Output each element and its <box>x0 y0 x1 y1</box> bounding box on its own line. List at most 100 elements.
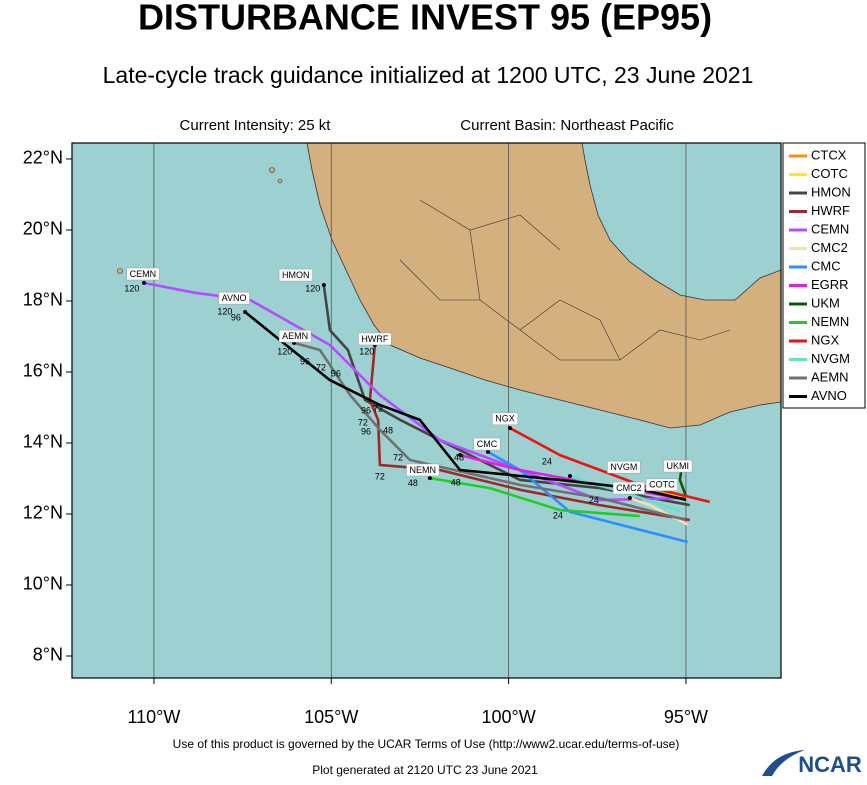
hour-label: 120 <box>359 346 374 356</box>
footer: Use of this product is governed by the U… <box>173 737 680 751</box>
island <box>269 167 275 173</box>
track-label-box <box>278 268 313 282</box>
track-label: UKMI <box>667 461 690 471</box>
hour-label: 120 <box>277 346 292 356</box>
legend-label: AEMN <box>811 369 849 384</box>
land <box>306 143 781 429</box>
y-tick-label: 8°N <box>33 645 63 665</box>
track-end <box>458 453 463 458</box>
track-end <box>321 283 326 288</box>
legend-label: CTCX <box>811 147 847 162</box>
y-tick-label: 16°N <box>23 361 63 381</box>
hour-label: 72 <box>316 362 326 372</box>
track <box>143 281 686 502</box>
hour-label: 48 <box>454 452 464 462</box>
hour-label: 96 <box>361 426 371 436</box>
track-label: CEMN <box>130 269 157 279</box>
x-tick-label: 100°W <box>481 707 535 727</box>
hour-label: 96 <box>361 405 371 415</box>
track-label-box <box>358 332 392 346</box>
track-end <box>141 280 146 285</box>
hour-label: 24 <box>542 457 552 467</box>
frame <box>71 142 782 679</box>
basin: Current Basin: Northeast Pacific <box>460 117 674 134</box>
track-label-box <box>607 460 641 474</box>
track-label-box <box>645 478 678 492</box>
legend-label: HWRF <box>811 203 850 218</box>
x-tick-label: 105°W <box>304 707 358 727</box>
track-label-box <box>612 481 645 495</box>
legend-label: COTC <box>811 166 848 181</box>
hour-label: 72 <box>373 403 383 413</box>
x-tick-label: 95°W <box>664 707 708 727</box>
hour-label: 72 <box>393 452 403 462</box>
track <box>487 450 689 544</box>
legend-label: NEMN <box>811 314 849 329</box>
track-end <box>508 426 513 431</box>
logo: NCAR <box>798 752 862 777</box>
track-label: HWRF <box>361 334 388 344</box>
track <box>509 426 711 504</box>
logo-mark <box>762 750 805 776</box>
legend-label: AVNO <box>811 388 847 403</box>
track-label-box <box>406 463 440 477</box>
hour-label: 72 <box>358 417 368 427</box>
track <box>429 476 640 518</box>
hour-label: 96 <box>331 368 341 378</box>
track-end <box>627 496 632 501</box>
hour-label: 96 <box>300 356 310 366</box>
y-tick-label: 18°N <box>23 290 63 310</box>
track-label-box <box>663 459 693 473</box>
track-label: CMC2 <box>616 483 642 493</box>
hour-label: 48 <box>451 477 461 487</box>
track-label-box <box>218 291 250 305</box>
track-end <box>427 476 432 481</box>
track-label-box <box>473 437 501 451</box>
hour-label: 120 <box>124 283 139 293</box>
track-label-box <box>126 267 160 281</box>
legend-label: CEMN <box>811 221 849 236</box>
track <box>293 341 687 522</box>
legend-label: CMC2 <box>811 240 848 255</box>
track-label-box <box>278 329 312 343</box>
legend-label: UKM <box>811 295 840 310</box>
legend-label: EGRR <box>811 277 849 292</box>
legend-box <box>782 142 866 409</box>
track-label-box <box>492 412 519 426</box>
hour-label: 96 <box>231 312 241 322</box>
y-tick-label: 22°N <box>23 148 63 168</box>
island <box>117 268 123 274</box>
track-label: AVNO <box>222 293 247 303</box>
island <box>277 178 283 184</box>
y-tick-label: 12°N <box>23 503 63 523</box>
y-tick-label: 14°N <box>23 432 63 452</box>
track-label: NEMN <box>410 465 437 475</box>
track-end <box>567 473 572 478</box>
state-borders <box>399 199 731 361</box>
chart-title: DISTURBANCE INVEST 95 (EP95) <box>138 0 712 38</box>
x-tick-label: 110°W <box>127 707 180 727</box>
track-label: HMON <box>282 270 310 280</box>
y-tick-label: 10°N <box>23 574 63 594</box>
track-label: AEMN <box>282 331 308 341</box>
track <box>322 284 691 507</box>
y-tick-label: 20°N <box>23 219 63 239</box>
hour-label: 24 <box>589 495 599 505</box>
hour-label: 72 <box>375 471 385 481</box>
chart-subtitle: Late-cycle track guidance initialized at… <box>103 62 754 88</box>
hour-label: 48 <box>408 478 418 488</box>
track-end <box>243 309 248 314</box>
generated-note: Plot generated at 2120 UTC 23 June 2021 <box>312 763 538 777</box>
track-label: CMC <box>477 439 498 449</box>
intensity: Current Intensity: 25 kt <box>180 117 332 134</box>
hour-label: 24 <box>553 510 563 520</box>
hour-label: 48 <box>383 425 393 435</box>
legend-label: HMON <box>811 184 851 199</box>
track-label: COTC <box>649 480 675 490</box>
hour-label: 120 <box>217 306 232 316</box>
track-label: NGX <box>495 414 515 424</box>
track-label: NVGM <box>610 462 637 472</box>
hour-label: 120 <box>305 283 320 293</box>
